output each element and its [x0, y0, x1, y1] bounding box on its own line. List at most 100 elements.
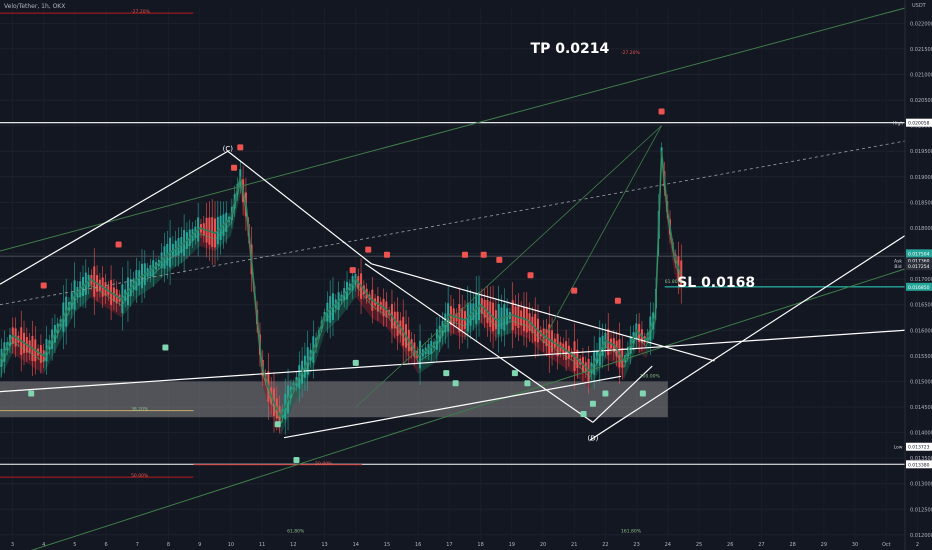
buy-marker — [580, 411, 587, 417]
y-tick-label: 0.018500 — [910, 200, 932, 206]
price-label-box — [906, 282, 932, 291]
support-zone — [0, 381, 668, 418]
x-tick-label: 18 — [477, 542, 483, 548]
channel-line — [0, 7, 906, 252]
rising-line — [0, 329, 906, 393]
buy-marker — [589, 400, 596, 407]
y-axis: 0.0220000.0215000.0210000.0205000.020000… — [893, 0, 932, 550]
pattern-line — [227, 150, 372, 265]
x-tick-label: 7 — [136, 542, 139, 548]
price-label-box — [906, 249, 932, 258]
y-tick-label: 0.020500 — [910, 98, 932, 104]
x-axis: 3 4 5 6 7 8 9 10 11 12 13 14 15 16 17 18 19 20 21 22 23 24 25 2… — [11, 542, 919, 548]
fib-label: 50.00% — [315, 461, 333, 467]
x-tick-label: 19 — [509, 542, 515, 548]
price-label-name: Low — [894, 445, 903, 451]
x-tick-label: 14 — [353, 542, 359, 548]
y-tick-label: 0.014500 — [910, 405, 932, 411]
y-tick-label: 0.014000 — [910, 431, 932, 437]
y-tick-label: 0.013500 — [910, 456, 932, 462]
y-tick-label: 0.017000 — [910, 277, 932, 283]
x-tick-label: 20 — [540, 542, 546, 548]
sell-marker — [349, 267, 356, 274]
take-profit-label: TP 0.0214 — [531, 41, 610, 57]
cloud-segment — [168, 243, 185, 272]
cloud-segment — [262, 366, 272, 415]
cloud-segment — [302, 345, 316, 390]
cloud-segment — [355, 279, 372, 318]
fib-label: -27.20% — [621, 50, 641, 56]
buy-marker — [274, 421, 281, 428]
price-label-box — [906, 118, 932, 127]
sell-marker — [571, 287, 578, 294]
price-label-box — [906, 262, 932, 271]
x-tick-label: 23 — [633, 542, 639, 548]
y-tick-label: 0.021500 — [910, 47, 932, 53]
x-tick-label: 9 — [198, 542, 201, 548]
candle-body — [680, 260, 683, 288]
pattern-line — [0, 150, 229, 285]
y-tick-label: 0.019500 — [910, 149, 932, 155]
x-tick-label: 22 — [602, 542, 608, 548]
buy-marker — [162, 344, 169, 351]
sell-marker — [365, 246, 372, 253]
x-tick-label: 3 — [11, 542, 14, 548]
grid — [0, 8, 918, 540]
rising-line — [589, 235, 906, 441]
fib-label: 38.20% — [131, 407, 149, 413]
x-tick-label: 13 — [321, 542, 327, 548]
y-tick-label: 0.016000 — [910, 328, 932, 334]
price-label-name: Ask — [894, 259, 902, 265]
buy-marker — [443, 370, 450, 377]
cloud-segment — [511, 314, 528, 339]
y-tick-label: 0.016500 — [910, 303, 932, 309]
cloud-segment — [121, 279, 138, 318]
x-tick-label: 2 — [916, 542, 919, 548]
price-unit: USDT — [912, 3, 926, 9]
fib-label: 100.00% — [640, 373, 661, 379]
sell-marker — [461, 251, 468, 258]
y-tick-label: 0.018000 — [910, 226, 932, 232]
price-series — [0, 151, 682, 425]
cloud-segment — [589, 340, 606, 390]
support-zone-rect — [0, 381, 668, 418]
price-label-box — [906, 256, 932, 265]
buy-marker — [28, 390, 35, 397]
annotations: TP 0.0214 SL 0.0168 (C) (D) -27.20% -27.20% 61… — [131, 9, 755, 534]
drawing-lines — [0, 7, 906, 550]
x-tick-label: 26 — [727, 542, 733, 548]
pattern-line — [364, 263, 594, 423]
price-label-name: Bid — [894, 264, 901, 270]
sell-marker — [658, 108, 665, 115]
fib-label: 61.80% — [665, 279, 683, 285]
x-tick-label: 21 — [571, 542, 577, 548]
price-label-value: 0.020058 — [908, 121, 930, 127]
sell-marker — [237, 144, 244, 151]
buy-marker — [639, 390, 646, 397]
price-label-value: 0.017504 — [908, 251, 930, 257]
price-label-value: 0.013723 — [908, 445, 930, 451]
buy-marker — [524, 380, 531, 387]
sell-marker — [480, 251, 487, 258]
ma-line — [0, 157, 681, 425]
support-trendline — [283, 375, 622, 439]
y-tick-label: 0.012500 — [910, 507, 932, 513]
y-tick-label: 0.015500 — [910, 354, 932, 360]
price-label-value: 0.016850 — [908, 285, 930, 291]
x-tick-label: 28 — [789, 542, 795, 548]
y-tick-label: 0.013000 — [910, 482, 932, 488]
x-tick-label: 25 — [696, 542, 702, 548]
x-tick-label: 29 — [821, 542, 827, 548]
cloud-segment — [0, 335, 13, 379]
fib-label: -27.20% — [131, 9, 151, 15]
x-tick-label: 11 — [259, 542, 265, 548]
fib-label: 50.00% — [131, 473, 149, 479]
fib-label: 161.80% — [621, 528, 642, 534]
x-tick-label: 10 — [228, 542, 234, 548]
thin-line — [542, 125, 662, 341]
x-tick-label: 6 — [105, 542, 108, 548]
x-tick-label: 17 — [446, 542, 452, 548]
x-tick-label: 30 — [852, 542, 858, 548]
y-tick-label: 0.021000 — [910, 73, 932, 79]
